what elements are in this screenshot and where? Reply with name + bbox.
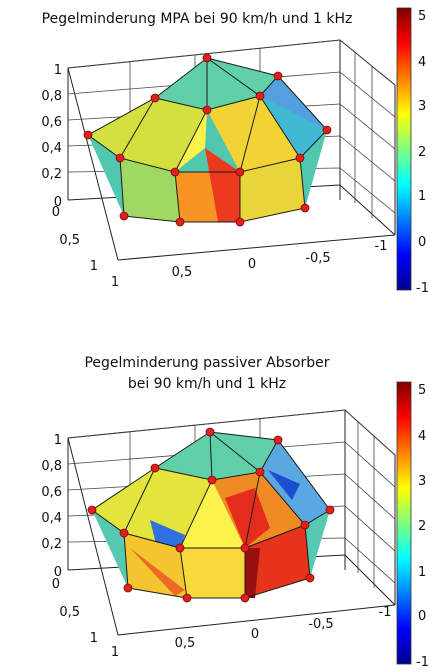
chart-title: Pegelminderung MPA bei 90 km/h und 1 kHz bbox=[42, 11, 353, 27]
node-marker bbox=[115, 153, 125, 163]
chart-passive-absorber: Pegelminderung passiver Absorber bei 90 … bbox=[41, 355, 429, 670]
z-tick-label: 1 bbox=[54, 63, 62, 78]
x-tick-label: 1 bbox=[111, 275, 119, 290]
z-tick-label: 0,8 bbox=[41, 89, 62, 104]
z-tick-labels: 0 0,2 0,4 0,6 0,8 1 bbox=[41, 63, 62, 210]
node-marker bbox=[240, 543, 250, 553]
node-marker bbox=[273, 435, 283, 445]
x-tick-label: 0,5 bbox=[172, 265, 193, 280]
chart-title-line-2: bei 90 km/h und 1 kHz bbox=[128, 376, 286, 392]
node-marker bbox=[322, 125, 332, 135]
z-tick-labels: 0 0,2 0,4 0,6 0,8 1 bbox=[41, 433, 62, 580]
node-marker bbox=[175, 543, 185, 553]
z-tick-label: 0,6 bbox=[41, 485, 62, 500]
node-marker bbox=[202, 53, 212, 63]
colorbar-tick-label: 0 bbox=[418, 609, 426, 624]
surface bbox=[88, 58, 327, 222]
colorbar-tick-label: -1 bbox=[416, 281, 429, 296]
node-marker bbox=[87, 505, 97, 515]
x-tick-labels: 1 0,5 0 -0,5 -1 bbox=[111, 239, 388, 290]
node-marker bbox=[300, 520, 310, 530]
colorbar: 5 4 3 2 1 0 -1 bbox=[396, 7, 429, 296]
colorbar-gradient bbox=[396, 381, 412, 665]
colorbar-tick-label: 0 bbox=[418, 235, 426, 250]
z-tick-label: 0,2 bbox=[41, 167, 62, 182]
node-marker bbox=[170, 167, 180, 177]
z-tick-label: 0,4 bbox=[41, 511, 62, 526]
y-tick-label: 0,5 bbox=[59, 605, 80, 620]
colorbar-tick-label: 3 bbox=[418, 99, 426, 114]
colorbar-tick-label: 5 bbox=[418, 383, 426, 398]
z-tick-label: 1 bbox=[54, 433, 62, 448]
colorbar-gradient bbox=[396, 7, 412, 291]
node-marker bbox=[119, 528, 129, 538]
node-marker bbox=[295, 153, 305, 163]
node-marker bbox=[175, 217, 185, 227]
node-marker bbox=[202, 105, 212, 115]
colorbar: 5 4 3 2 1 0 -1 bbox=[396, 381, 429, 670]
x-tick-label: -1 bbox=[375, 239, 388, 254]
z-tick-label: 0,8 bbox=[41, 459, 62, 474]
z-tick-label: 0 bbox=[54, 565, 62, 580]
y-tick-labels: 0 0,5 1 bbox=[52, 205, 98, 274]
mesh-nodes bbox=[83, 53, 332, 227]
x-tick-labels: 1 0,5 0 -0,5 -1 bbox=[111, 605, 392, 660]
y-tick-label: 1 bbox=[90, 631, 98, 646]
z-tick-label: 0,2 bbox=[41, 537, 62, 552]
y-tick-label: 0 bbox=[52, 205, 60, 220]
colorbar-tick-label: 5 bbox=[418, 9, 426, 24]
node-marker bbox=[255, 91, 265, 101]
surface bbox=[92, 432, 330, 598]
x-tick-label: -1 bbox=[379, 605, 392, 620]
node-marker bbox=[123, 583, 133, 593]
colorbar-tick-label: -1 bbox=[416, 655, 429, 670]
node-marker bbox=[182, 593, 192, 603]
node-marker bbox=[273, 71, 283, 81]
node-marker bbox=[235, 167, 245, 177]
z-tick-label: 0 bbox=[54, 195, 62, 210]
node-marker bbox=[150, 93, 160, 103]
chart-mpa: Pegelminderung MPA bei 90 km/h und 1 kHz bbox=[41, 7, 429, 296]
mesh-nodes bbox=[87, 427, 335, 603]
x-tick-label: 1 bbox=[111, 645, 119, 660]
colorbar-tick-label: 3 bbox=[418, 474, 426, 489]
colorbar-tick-label: 1 bbox=[418, 189, 426, 204]
z-tick-label: 0,6 bbox=[41, 115, 62, 130]
node-marker bbox=[150, 463, 160, 473]
y-tick-label: 1 bbox=[90, 259, 98, 274]
colorbar-tick-label: 1 bbox=[418, 565, 426, 580]
node-marker bbox=[300, 203, 310, 213]
x-tick-label: 0 bbox=[248, 257, 256, 272]
y-tick-label: 0,5 bbox=[59, 233, 80, 248]
node-marker bbox=[255, 467, 265, 477]
node-marker bbox=[207, 475, 217, 485]
y-tick-labels: 0 0,5 1 bbox=[52, 577, 98, 646]
y-tick-label: 0 bbox=[52, 577, 60, 592]
node-marker bbox=[83, 130, 93, 140]
colorbar-tick-label: 2 bbox=[418, 145, 426, 160]
node-marker bbox=[119, 211, 129, 221]
x-tick-label: 0,5 bbox=[175, 636, 196, 651]
colorbar-tick-label: 4 bbox=[418, 429, 426, 444]
node-marker bbox=[240, 593, 250, 603]
node-marker bbox=[305, 573, 315, 583]
node-marker bbox=[235, 217, 245, 227]
colorbar-tick-label: 4 bbox=[418, 55, 426, 70]
x-tick-label: -0,5 bbox=[308, 617, 333, 632]
z-tick-label: 0,4 bbox=[41, 141, 62, 156]
node-marker bbox=[325, 505, 335, 515]
node-marker bbox=[205, 427, 215, 437]
colorbar-tick-label: 2 bbox=[418, 519, 426, 534]
chart-title-line-1: Pegelminderung passiver Absorber bbox=[84, 355, 329, 371]
x-tick-label: -0,5 bbox=[305, 251, 330, 266]
x-tick-label: 0 bbox=[251, 627, 259, 642]
